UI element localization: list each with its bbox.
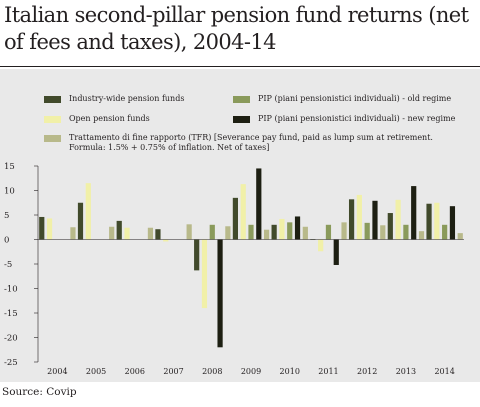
bar-2009-industry-wide-pension-funds [232, 197, 238, 240]
bar-2011-open-pension-funds [318, 239, 324, 252]
bar-2013-open-pension-funds [395, 199, 401, 240]
bar-2008-open-pension-funds [201, 239, 208, 309]
bar-2007-open-pension-funds [163, 239, 169, 242]
bar-2010-trattamento-di-fine-rapporto-t [302, 226, 308, 240]
bar-2008-pip-piani-pensionistici-indivi [209, 224, 215, 240]
legend-label-tfr: Trattamento di fine rapporto (TFR) [Seve… [69, 133, 433, 152]
bar-2014-pip-piani-pensionistici-indivi [442, 224, 448, 240]
bar-2004-open-pension-funds [46, 218, 53, 240]
bar-2014-pip-piani-pensionistici-indivi [449, 206, 456, 240]
bar-2010-pip-piani-pensionistici-indivi [287, 222, 293, 240]
bar-2010-pip-piani-pensionistici-indivi [294, 216, 301, 240]
x-tick-label-2010: 2010 [280, 367, 300, 376]
bar-2005-open-pension-funds [85, 183, 91, 240]
bar-2009-trattamento-di-fine-rapporto-t [264, 229, 270, 240]
bar-2007-trattamento-di-fine-rapporto-t [186, 224, 192, 240]
y-tick-label-10: 10 [4, 187, 15, 197]
x-tick-label-2008: 2008 [202, 367, 222, 376]
x-tick-label-2013: 2013 [396, 367, 416, 376]
legend-swatch-pip-old [233, 96, 250, 103]
bar-2005-trattamento-di-fine-rapporto-t [109, 226, 115, 240]
bar-2006-trattamento-di-fine-rapporto-t [147, 227, 154, 240]
bar-2013-trattamento-di-fine-rapporto-t [418, 231, 425, 240]
legend-label-open-funds: Open pension funds [69, 114, 150, 123]
bar-2012-trattamento-di-fine-rapporto-t [380, 225, 386, 240]
bar-2008-trattamento-di-fine-rapporto-t [225, 226, 231, 240]
y-tick-label-neg15: -15 [4, 309, 18, 319]
x-tick-label-2014: 2014 [434, 367, 454, 376]
bar-2007-industry-wide-pension-funds [155, 229, 161, 240]
x-tick-label-2004: 2004 [47, 367, 67, 376]
bar-2009-pip-piani-pensionistici-indivi [248, 224, 254, 240]
y-axis: 15 10 5 0 -5 -10 -15 -20 -25 [4, 162, 39, 368]
legend-swatch-pip-new [233, 116, 250, 123]
bar-2011-pip-piani-pensionistici-indivi [333, 239, 339, 265]
bar-2013-industry-wide-pension-funds [387, 213, 393, 240]
bar-2006-industry-wide-pension-funds [116, 220, 122, 240]
bar-2008-industry-wide-pension-funds [194, 239, 200, 271]
legend-swatch-industry-wide [44, 96, 61, 103]
bar-2008-pip-piani-pensionistici-indivi [217, 239, 223, 348]
x-axis: 2004 2005 2006 2007 2008 2009 2010 2011 2012 2013… [38, 239, 464, 376]
source-note: Source: Covip [2, 386, 77, 398]
bar-2013-pip-piani-pensionistici-indivi [403, 224, 409, 240]
bar-2009-open-pension-funds [240, 184, 246, 240]
bar-2004-industry-wide-pension-funds [39, 216, 45, 240]
bar-2005-industry-wide-pension-funds [77, 202, 84, 240]
legend-label-industry-wide: Industry-wide pension funds [69, 94, 185, 103]
x-tick-label-2007: 2007 [163, 367, 183, 376]
y-tick-label-neg25: -25 [4, 358, 18, 368]
x-tick-label-2009: 2009 [241, 367, 261, 376]
bar-2009-pip-piani-pensionistici-indivi [256, 168, 262, 240]
bar-2013-pip-piani-pensionistici-indivi [411, 186, 417, 240]
bar-2014-open-pension-funds [434, 202, 440, 240]
legend-label-pip-old: PIP (piani pensionistici individuali) - … [258, 94, 452, 103]
x-tick-label-2005: 2005 [86, 367, 106, 376]
x-tick-label-2011: 2011 [318, 367, 338, 376]
y-tick-label-neg10: -10 [4, 285, 18, 295]
bar-2012-pip-piani-pensionistici-indivi [372, 200, 378, 240]
bar-2010-industry-wide-pension-funds [271, 224, 277, 240]
y-tick-label-15: 15 [4, 162, 15, 172]
y-tick-label-neg20: -20 [4, 334, 18, 344]
bar-2014-industry-wide-pension-funds [426, 203, 432, 240]
x-tick-label-2012: 2012 [357, 367, 377, 376]
bar-2012-industry-wide-pension-funds [348, 199, 355, 240]
y-tick-label-0: 0 [4, 236, 9, 246]
y-tick-label-neg5: -5 [4, 260, 12, 270]
bar-2004-trattamento-di-fine-rapporto-t [70, 227, 76, 240]
x-tick-label-2006: 2006 [125, 367, 145, 376]
y-tick-label-5: 5 [4, 211, 9, 221]
bar-2012-pip-piani-pensionistici-indivi [364, 222, 370, 240]
legend-swatch-tfr [44, 135, 61, 142]
bar-2010-open-pension-funds [279, 218, 285, 240]
bar-2011-pip-piani-pensionistici-indivi [325, 224, 332, 240]
bar-2012-open-pension-funds [356, 194, 362, 240]
title-rule [0, 66, 480, 67]
bars-group [39, 168, 463, 348]
legend-swatch-open-funds [44, 116, 61, 123]
bar-2014-trattamento-di-fine-rapporto-t [457, 233, 463, 240]
bar-2006-open-pension-funds [124, 227, 130, 240]
chart-title: Italian second-pillar pension fund retur… [4, 3, 469, 54]
bar-2011-trattamento-di-fine-rapporto-t [341, 222, 347, 240]
legend-label-pip-new: PIP (piani pensionistici individuali) - … [258, 114, 456, 123]
